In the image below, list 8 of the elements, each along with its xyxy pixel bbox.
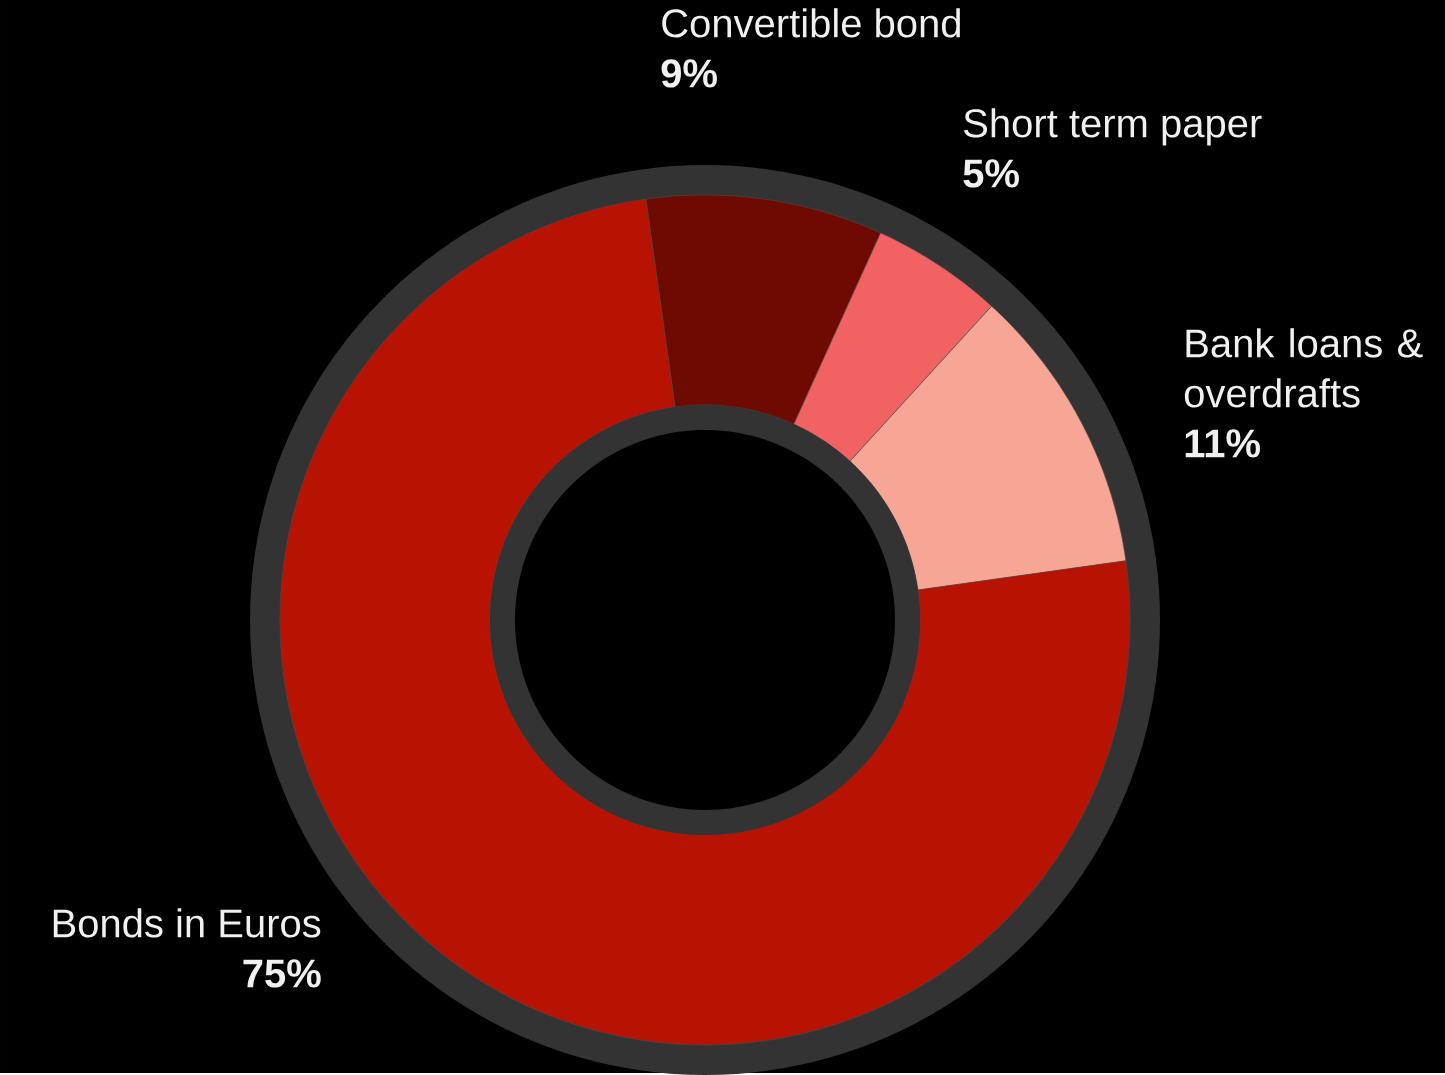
slice-label: Short term paper [964,108,1262,146]
slice-label: Bank loans & overdrafts [1184,328,1423,408]
data-label: 9% [661,59,717,88]
slice-label: Bonds in Euros [53,908,321,938]
data-label: 11% [1185,429,1260,458]
data-label: 5% [963,159,1019,188]
data-label: 75% [243,959,321,988]
slice-label: Convertible bond [662,8,960,38]
